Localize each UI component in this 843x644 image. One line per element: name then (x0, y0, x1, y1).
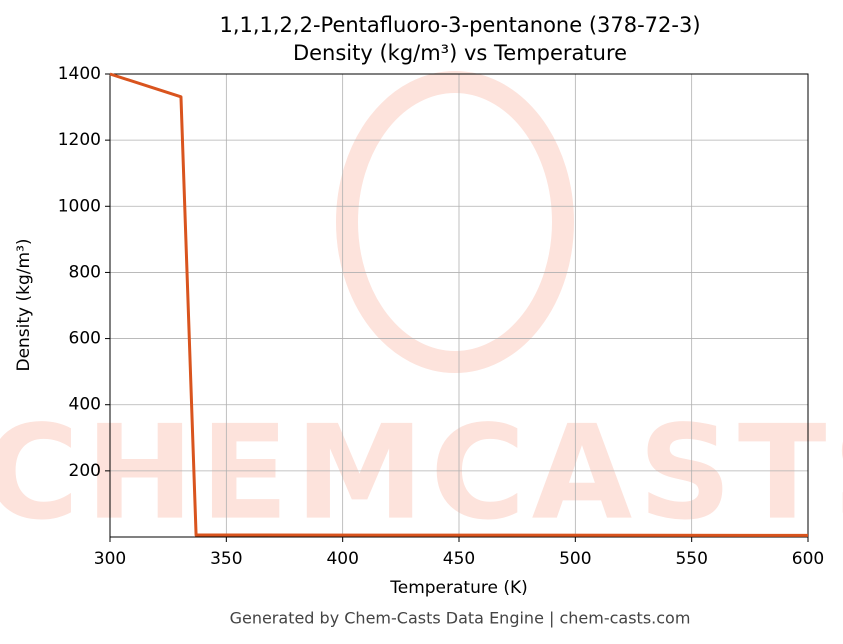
watermark: CHEMCASTS (0, 397, 843, 549)
x-tick-label: 550 (675, 549, 707, 569)
x-tick-label: 350 (210, 549, 242, 569)
x-tick-label: 500 (559, 549, 591, 569)
y-tick-label: 1200 (58, 130, 101, 150)
data-line (109, 72, 809, 537)
plot-frame (109, 73, 809, 538)
x-tick-label: 300 (94, 549, 126, 569)
x-tick-label: 600 (792, 549, 824, 569)
y-tick-label: 1000 (58, 196, 101, 216)
x-tick-label: 450 (443, 549, 475, 569)
y-tick-label: 600 (69, 329, 101, 349)
y-tick-label: 400 (69, 395, 101, 415)
x-tick-label: 400 (326, 549, 358, 569)
y-tick-label: 200 (69, 461, 101, 481)
y-tick-label: 1400 (58, 64, 101, 84)
chart-subtitle: Density (kg/m³) vs Temperature (293, 41, 627, 65)
watermark-logo: CHEMCASTS (0, 71, 843, 549)
y-axis-label: Density (kg/m³) (14, 238, 34, 371)
y-tick-label: 800 (69, 262, 101, 282)
footer: Generated by Chem-Casts Data Engine | ch… (230, 609, 691, 628)
x-axis-label: Temperature (K) (389, 578, 528, 598)
chart-title: 1,1,1,2,2-Pentafluoro-3-pentanone (378-7… (219, 13, 700, 37)
